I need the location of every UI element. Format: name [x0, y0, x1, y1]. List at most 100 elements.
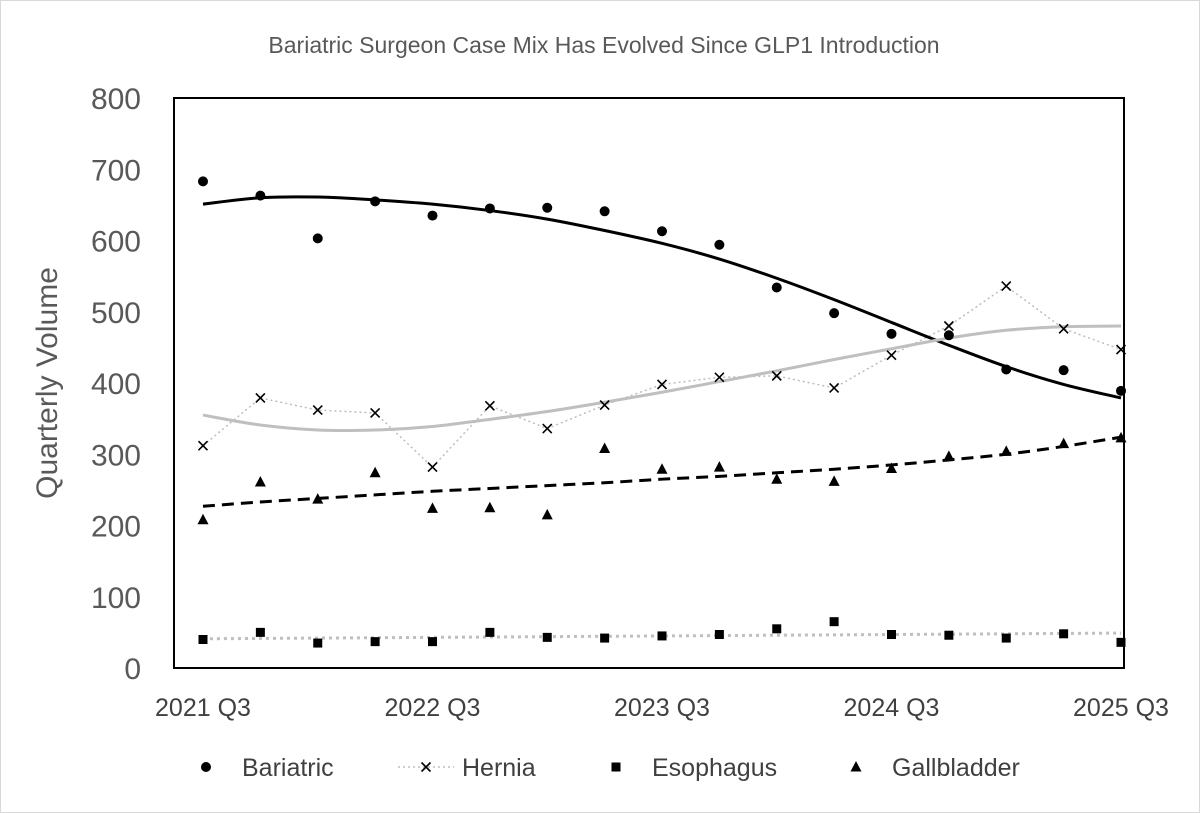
point-gallbladder	[1000, 445, 1012, 456]
point-bariatric	[542, 202, 553, 213]
point-bariatric	[1001, 364, 1012, 375]
point-esophagus	[657, 631, 667, 641]
y-axis-label: Quarterly Volume	[31, 267, 64, 499]
legend-label: Hernia	[462, 754, 536, 782]
point-hernia	[1115, 344, 1127, 355]
point-esophagus	[714, 630, 724, 640]
point-esophagus	[600, 633, 610, 643]
point-hernia	[599, 400, 610, 411]
point-esophagus	[1116, 637, 1126, 647]
point-hernia	[542, 423, 553, 434]
point-esophagus	[198, 635, 208, 644]
point-esophagus	[887, 630, 896, 640]
point-esophagus	[829, 617, 839, 627]
point-hernia	[886, 350, 897, 361]
point-esophagus	[542, 632, 552, 642]
point-bariatric	[1058, 365, 1069, 376]
point-bariatric	[714, 239, 725, 250]
point-esophagus	[772, 624, 782, 634]
point-gallbladder	[713, 461, 725, 472]
point-hernia	[484, 400, 495, 411]
point-hernia	[312, 405, 323, 416]
point-hernia	[943, 320, 954, 332]
trendline-gallbladder	[202, 435, 1122, 508]
point-gallbladder	[1115, 431, 1127, 443]
point-hernia	[1058, 323, 1069, 334]
data-points	[197, 176, 1127, 648]
point-hernia	[714, 372, 725, 383]
point-gallbladder	[197, 513, 209, 525]
plot-area-border	[173, 97, 1125, 669]
series-connector-hernia	[202, 285, 1122, 469]
chart-title: Bariatric Surgeon Case Mix Has Evolved S…	[268, 32, 939, 58]
point-gallbladder	[656, 463, 668, 474]
point-esophagus	[313, 638, 323, 648]
point-bariatric	[1116, 385, 1126, 396]
point-gallbladder	[369, 466, 381, 478]
point-esophagus	[255, 627, 265, 637]
point-esophagus	[1001, 633, 1011, 643]
point-gallbladder	[1058, 437, 1070, 449]
trendlines	[202, 195, 1122, 641]
x-tick-label: 2022 Q3	[385, 694, 481, 722]
point-hernia	[1001, 281, 1012, 292]
point-bariatric	[943, 330, 954, 341]
legend-label: Gallbladder	[892, 754, 1020, 782]
x-axis-ticks: 2021 Q3 2022 Q3 2023 Q3 2024 Q3 2025 Q3	[155, 694, 1169, 722]
trendline-esophagus	[202, 631, 1122, 641]
point-gallbladder	[886, 462, 897, 473]
y-tick-label: 700	[91, 154, 141, 187]
point-hernia	[197, 440, 209, 451]
point-bariatric	[484, 203, 495, 214]
point-esophagus	[370, 637, 380, 647]
y-tick-label: 500	[91, 297, 141, 330]
point-gallbladder	[828, 475, 840, 486]
legend-marker-esophagus	[611, 762, 621, 772]
point-bariatric	[657, 226, 667, 237]
series-connectors	[202, 285, 1122, 469]
x-tick-label: 2023 Q3	[614, 694, 710, 722]
point-bariatric	[886, 328, 897, 339]
point-esophagus	[428, 637, 437, 647]
point-hernia	[771, 370, 782, 381]
y-tick-label: 100	[91, 582, 141, 615]
x-tick-label: 2021 Q3	[155, 694, 251, 722]
x-tick-label: 2025 Q3	[1073, 694, 1169, 722]
point-esophagus	[1059, 629, 1069, 639]
point-gallbladder	[427, 502, 438, 513]
y-tick-label: 0	[124, 653, 141, 686]
point-bariatric	[370, 196, 381, 207]
y-axis-ticks: 0 100 200 300 400 500 600 700 800	[91, 83, 141, 686]
point-bariatric	[198, 176, 208, 187]
legend-label: Esophagus	[652, 754, 777, 782]
trendline-hernia	[202, 324, 1122, 433]
y-tick-label: 800	[91, 83, 141, 116]
point-bariatric	[771, 282, 782, 293]
point-bariatric	[255, 190, 266, 201]
point-gallbladder	[599, 442, 611, 454]
point-bariatric	[599, 206, 610, 217]
point-esophagus	[485, 627, 495, 637]
point-hernia	[829, 382, 840, 394]
point-gallbladder	[254, 476, 266, 487]
y-tick-label: 600	[91, 226, 141, 259]
legend: Bariatric Hernia Esophagus Gallbladder	[201, 754, 1020, 782]
y-tick-label: 300	[91, 439, 141, 472]
trendline-bariatric	[202, 195, 1122, 400]
point-hernia	[370, 407, 381, 418]
point-bariatric	[312, 233, 323, 244]
legend-marker-bariatric	[201, 762, 211, 772]
point-gallbladder	[484, 501, 496, 513]
point-hernia	[656, 379, 668, 390]
point-gallbladder	[312, 493, 324, 504]
y-tick-label: 200	[91, 511, 141, 544]
point-bariatric	[427, 210, 438, 221]
point-gallbladder	[541, 508, 553, 520]
point-bariatric	[829, 308, 840, 319]
legend-marker-gallbladder	[850, 761, 862, 772]
legend-marker-hernia	[420, 761, 432, 773]
point-hernia	[427, 462, 438, 473]
x-tick-label: 2024 Q3	[844, 694, 940, 722]
